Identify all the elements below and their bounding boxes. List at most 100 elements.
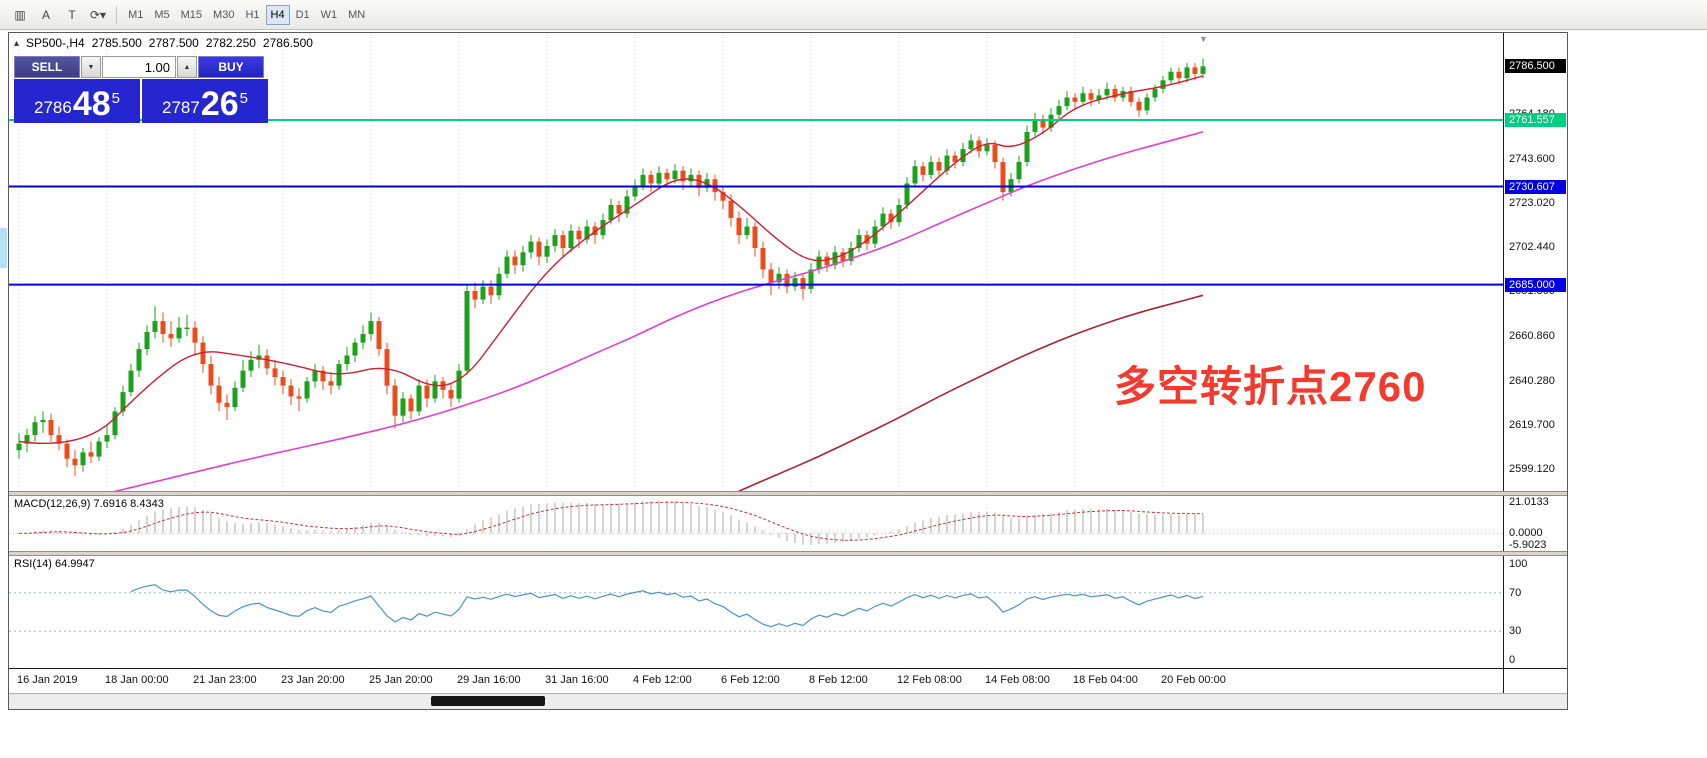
chart-tool-icon[interactable]: ▥	[8, 4, 32, 26]
rsi-axis-tick: 30	[1509, 624, 1522, 637]
time-axis-label: 18 Jan 00:00	[105, 673, 169, 686]
candlesticks	[16, 58, 1206, 476]
macd-axis-tick: 21.0133	[1509, 495, 1549, 508]
panel-splitter[interactable]	[9, 491, 1567, 496]
macd-panel: MACD(12,26,9) 7.6916 8.4343 21.0133 0.000…	[9, 495, 1567, 551]
time-axis-label: 18 Feb 04:00	[1073, 673, 1138, 686]
tf-button-w1[interactable]: W1	[316, 5, 343, 25]
time-axis-label: 12 Feb 08:00	[897, 673, 962, 686]
ask-price-box[interactable]: 2787 26 5	[142, 79, 268, 123]
bid-big-digits: 48	[72, 85, 111, 123]
bid-price-box[interactable]: 2786 48 5	[14, 79, 140, 123]
rsi-canvas	[9, 555, 1503, 668]
tf-button-m30[interactable]: M30	[208, 5, 239, 25]
rsi-header: RSI(14) 64.9947	[14, 557, 95, 570]
tf-button-d1[interactable]: D1	[291, 5, 315, 25]
time-axis-label: 8 Feb 12:00	[809, 673, 868, 686]
macd-axis-tick: 0.0000	[1509, 527, 1543, 540]
time-axis-label: 29 Jan 16:00	[457, 673, 521, 686]
rsi-panel: RSI(14) 64.9947 100 70 30 0	[9, 555, 1567, 668]
chart-window: ▴ SP500-,H4 2785.500 2787.500 2782.250 2…	[8, 32, 1568, 710]
cycles-dropdown-icon[interactable]: ⟳▾	[86, 4, 110, 26]
ma-slow-line[interactable]	[707, 294, 1204, 491]
macd-plot[interactable]: MACD(12,26,9) 7.6916 8.4343	[9, 495, 1503, 551]
sell-button[interactable]: SELL	[14, 56, 80, 78]
macd-axis-tick: -5.9023	[1509, 538, 1547, 551]
bid-sup-digit: 5	[111, 90, 120, 107]
rsi-line	[130, 583, 1204, 628]
left-dock-strip	[0, 228, 7, 268]
chart-shift-marker-icon[interactable]: ▼	[1199, 34, 1208, 44]
time-axis-label: 4 Feb 12:00	[633, 673, 692, 686]
price-axis-tick: 2743.600	[1509, 152, 1555, 165]
time-axis-label: 25 Jan 20:00	[369, 673, 433, 686]
volume-input[interactable]	[102, 56, 176, 78]
main-chart-panel: ▴ SP500-,H4 2785.500 2787.500 2782.250 2…	[9, 33, 1567, 491]
timeframe-buttons-group: M1 M5 M15 M30 H1 H4 D1 W1 MN	[123, 4, 370, 25]
volume-increase-button[interactable]: ▲	[177, 56, 197, 78]
chart-scrollbar[interactable]	[9, 692, 1567, 709]
macd-header: MACD(12,26,9) 7.6916 8.4343	[14, 497, 164, 510]
volume-dropdown-button[interactable]: ▼	[81, 56, 101, 78]
price-level-label: 2761.557	[1505, 112, 1566, 127]
price-axis-tick: 2599.120	[1509, 463, 1555, 476]
price-axis-tick: 2660.860	[1509, 330, 1555, 343]
axis-corner	[1503, 668, 1567, 693]
ask-main-digits: 2787	[162, 98, 200, 117]
tf-button-m1[interactable]: M1	[123, 5, 148, 25]
rsi-axis[interactable]: 100 70 30 0	[1503, 555, 1567, 668]
rsi-plot[interactable]: RSI(14) 64.9947	[9, 555, 1503, 668]
current-price-label: 2786.500	[1505, 59, 1566, 74]
macd-axis[interactable]: 21.0133 0.0000 -5.9023	[1503, 495, 1567, 551]
panel-splitter[interactable]	[9, 550, 1567, 556]
one-click-trading-panel: SELL ▼ ▲ BUY 2786 48 5 2787 26 5	[14, 56, 268, 123]
time-axis-label: 23 Jan 20:00	[281, 673, 345, 686]
price-axis-tick: 2723.020	[1509, 196, 1555, 209]
low-value: 2782.250	[205, 36, 256, 50]
time-axis-label: 21 Jan 23:00	[193, 673, 257, 686]
rsi-axis-tick: 0	[1509, 653, 1516, 666]
top-toolbar: ▥ A T ⟳▾ M1 M5 M15 M30 H1 H4 D1 W1 MN	[0, 0, 1707, 30]
bid-main-digits: 2786	[34, 98, 72, 117]
drawing-tools-group: ▥ A T ⟳▾	[8, 4, 110, 26]
buy-button[interactable]: BUY	[198, 56, 264, 78]
tf-button-h4[interactable]: H4	[265, 4, 290, 25]
tf-button-h1[interactable]: H1	[240, 5, 264, 25]
time-axis-label: 14 Feb 08:00	[985, 673, 1050, 686]
time-axis-label: 6 Feb 12:00	[721, 673, 780, 686]
price-axis-tick: 2702.440	[1509, 241, 1555, 254]
high-value: 2787.500	[148, 36, 199, 50]
close-value: 2786.500	[262, 36, 313, 50]
tf-button-m15[interactable]: M15	[176, 5, 207, 25]
time-axis-label: 16 Jan 2019	[17, 673, 78, 686]
price-level-label: 2730.607	[1505, 179, 1566, 194]
text-label-icon[interactable]: T	[60, 4, 84, 26]
tf-button-mn[interactable]: MN	[343, 5, 370, 25]
price-level-label: 2685.000	[1505, 277, 1566, 292]
macd-canvas	[9, 495, 1503, 551]
time-axis-row: 16 Jan 2019 18 Jan 00:00 21 Jan 23:00 23 Ja…	[9, 667, 1567, 693]
macd-signal-line	[18, 501, 1204, 541]
ask-big-digits: 26	[200, 85, 239, 123]
ma-mid-line[interactable]	[19, 131, 1204, 491]
open-value: 2785.500	[91, 36, 142, 50]
toolbar-separator	[116, 5, 118, 24]
scrollbar-thumb[interactable]	[431, 695, 545, 706]
chart-ohlc-header: ▴ SP500-,H4 2785.500 2787.500 2782.250 2…	[14, 36, 313, 50]
time-axis-label: 20 Feb 00:00	[1161, 673, 1226, 686]
rsi-axis-tick: 100	[1509, 557, 1528, 570]
tf-button-m5[interactable]: M5	[149, 5, 174, 25]
annotation-text[interactable]: 多空转折点2760	[1114, 363, 1427, 410]
price-axis[interactable]: 2764.1802743.6002723.0202702.4402681.860…	[1503, 33, 1567, 491]
ma-fast-line[interactable]	[18, 75, 1204, 444]
time-axis[interactable]: 16 Jan 2019 18 Jan 00:00 21 Jan 23:00 23 Ja…	[9, 668, 1503, 693]
annotation-a-icon[interactable]: A	[34, 4, 58, 26]
one-click-toggle-icon[interactable]: ▴	[14, 37, 20, 49]
price-chart-canvas[interactable]	[9, 33, 1503, 491]
ask-sup-digit: 5	[239, 90, 248, 107]
symbol-label: SP500-,H4	[26, 36, 85, 50]
price-axis-tick: 2619.700	[1509, 418, 1555, 431]
time-axis-label: 31 Jan 16:00	[545, 673, 609, 686]
price-axis-tick: 2640.280	[1509, 374, 1555, 387]
main-chart-plot[interactable]: ▴ SP500-,H4 2785.500 2787.500 2782.250 2…	[9, 33, 1503, 491]
